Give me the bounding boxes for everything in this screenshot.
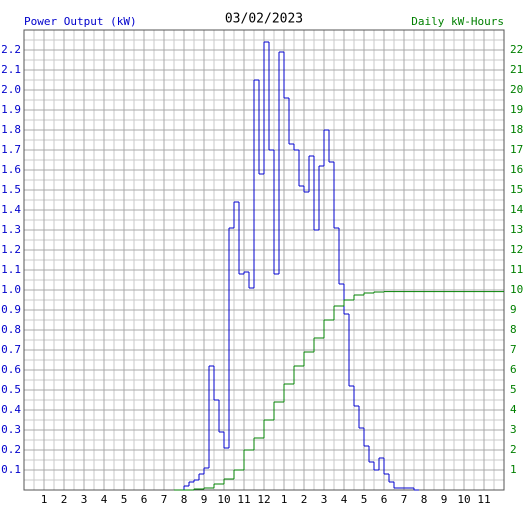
- y2-tick-label: 22: [510, 43, 523, 56]
- y-tick-label: 1.0: [1, 283, 21, 296]
- y2-tick-label: 3: [510, 423, 517, 436]
- y2-tick-label: 21: [510, 63, 523, 76]
- x-tick-label: 4: [341, 493, 348, 506]
- x-tick-label: 3: [321, 493, 328, 506]
- x-tick-label: 1: [281, 493, 288, 506]
- x-tick-label: 8: [181, 493, 188, 506]
- y2-tick-label: 14: [510, 203, 524, 216]
- x-tick-label: 5: [361, 493, 368, 506]
- y-tick-label: 1.2: [1, 243, 21, 256]
- x-tick-label: 12: [257, 493, 270, 506]
- x-tick-label: 9: [441, 493, 448, 506]
- y2-tick-label: 4: [510, 403, 517, 416]
- y2-axis-label: Daily kW-Hours: [411, 15, 504, 28]
- y2-tick-label: 11: [510, 263, 523, 276]
- y-tick-label: 0.1: [1, 463, 21, 476]
- y2-tick-label: 20: [510, 83, 523, 96]
- y-tick-label: 1.5: [1, 183, 21, 196]
- plot-frame: [23, 29, 505, 491]
- y-tick-label: 0.7: [1, 343, 21, 356]
- y-tick-label: 0.6: [1, 363, 21, 376]
- x-tick-label: 8: [421, 493, 428, 506]
- y2-tick-label: 9: [510, 303, 517, 316]
- y2-tick-label: 17: [510, 143, 523, 156]
- y-tick-label: 1.8: [1, 123, 21, 136]
- x-tick-label: 5: [121, 493, 128, 506]
- y-tick-label: 0.3: [1, 423, 21, 436]
- y-tick-label: 1.1: [1, 263, 21, 276]
- y2-tick-label: 5: [510, 383, 517, 396]
- x-tick-label: 3: [81, 493, 88, 506]
- x-tick-label: 9: [201, 493, 208, 506]
- y2-tick-label: 7: [510, 343, 517, 356]
- y2-tick-label: 16: [510, 163, 523, 176]
- y-tick-label: 1.7: [1, 143, 21, 156]
- y2-tick-label: 10: [510, 283, 523, 296]
- y2-tick-label: 6: [510, 363, 517, 376]
- y2-tick-label: 13: [510, 223, 523, 236]
- y-tick-label: 2.2: [1, 43, 21, 56]
- y2-tick-label: 15: [510, 183, 523, 196]
- y-tick-label: 0.5: [1, 383, 21, 396]
- x-tick-label: 4: [101, 493, 108, 506]
- y2-tick-label: 19: [510, 103, 523, 116]
- x-tick-label: 10: [217, 493, 230, 506]
- y-tick-label: 1.4: [1, 203, 21, 216]
- y-tick-label: 2.1: [1, 63, 21, 76]
- y2-tick-label: 8: [510, 323, 517, 336]
- y-axis-label: Power Output (kW): [24, 15, 137, 28]
- x-tick-label: 10: [457, 493, 470, 506]
- x-tick-label: 2: [61, 493, 68, 506]
- y-tick-label: 0.2: [1, 443, 21, 456]
- y-tick-label: 1.3: [1, 223, 21, 236]
- x-tick-label: 1: [41, 493, 48, 506]
- y-tick-label: 1.9: [1, 103, 21, 116]
- y-tick-label: 0.9: [1, 303, 21, 316]
- y-tick-label: 0.8: [1, 323, 21, 336]
- y2-tick-label: 18: [510, 123, 523, 136]
- x-tick-label: 7: [161, 493, 168, 506]
- y2-tick-label: 1: [510, 463, 517, 476]
- x-tick-label: 6: [381, 493, 388, 506]
- x-tick-label: 2: [301, 493, 308, 506]
- y2-tick-label: 12: [510, 243, 523, 256]
- y-tick-label: 1.6: [1, 163, 21, 176]
- x-tick-label: 6: [141, 493, 148, 506]
- y2-tick-label: 2: [510, 443, 517, 456]
- x-tick-label: 11: [477, 493, 490, 506]
- x-tick-label: 7: [401, 493, 408, 506]
- y-tick-label: 0.4: [1, 403, 21, 416]
- x-tick-label: 11: [237, 493, 250, 506]
- y-tick-label: 2.0: [1, 83, 21, 96]
- chart-title: 03/02/2023: [225, 12, 303, 27]
